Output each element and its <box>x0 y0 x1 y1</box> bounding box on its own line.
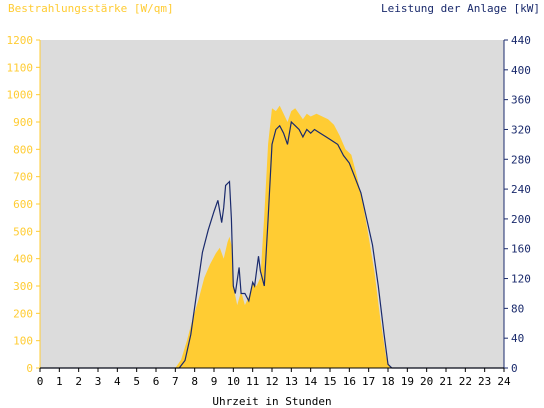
left-tick-label: 200 <box>13 307 33 320</box>
left-tick-label: 1000 <box>7 89 34 102</box>
right-tick-label: 400 <box>511 64 531 77</box>
x-tick-label: 2 <box>75 375 82 388</box>
x-tick-label: 15 <box>323 375 336 388</box>
x-tick-label: 3 <box>95 375 102 388</box>
x-tick-label: 9 <box>211 375 218 388</box>
x-tick-label: 5 <box>133 375 140 388</box>
left-tick-label: 400 <box>13 253 33 266</box>
left-tick-label: 600 <box>13 198 33 211</box>
x-tick-label: 19 <box>401 375 414 388</box>
x-tick-label: 22 <box>459 375 472 388</box>
x-tick-label: 17 <box>362 375 375 388</box>
x-tick-label: 18 <box>381 375 394 388</box>
x-tick-label: 6 <box>153 375 160 388</box>
left-tick-label: 800 <box>13 143 33 156</box>
x-tick-label: 8 <box>191 375 198 388</box>
left-tick-label: 300 <box>13 280 33 293</box>
power-line <box>40 120 504 369</box>
right-tick-label: 160 <box>511 243 531 256</box>
x-tick-label: 1 <box>56 375 63 388</box>
right-axis-ticks: 0 40 80 120 160 200 240 280 320 360 400 440 <box>504 34 531 375</box>
x-tick-label: 14 <box>304 375 318 388</box>
x-tick-label: 4 <box>114 375 121 388</box>
irradiance-area <box>40 105 504 368</box>
left-tick-label: 1200 <box>7 34 34 47</box>
x-tick-label: 24 <box>497 375 511 388</box>
right-tick-label: 280 <box>511 153 531 166</box>
x-tick-label: 11 <box>246 375 259 388</box>
x-tick-label: 20 <box>420 375 433 388</box>
right-tick-label: 0 <box>511 362 518 375</box>
left-tick-label: 0 <box>26 362 33 375</box>
x-tick-label: 0 <box>37 375 44 388</box>
right-tick-label: 360 <box>511 94 531 107</box>
left-tick-label: 900 <box>13 116 33 129</box>
right-tick-label: 40 <box>511 332 524 345</box>
x-tick-label: 21 <box>439 375 452 388</box>
x-tick-label: 23 <box>478 375 491 388</box>
x-tick-label: 12 <box>265 375 278 388</box>
left-tick-label: 500 <box>13 225 33 238</box>
right-tick-label: 440 <box>511 34 531 47</box>
left-tick-label: 700 <box>13 171 33 184</box>
left-tick-label: 100 <box>13 335 33 348</box>
right-tick-label: 320 <box>511 123 531 136</box>
x-tick-label: 10 <box>227 375 240 388</box>
x-tick-label: 16 <box>343 375 356 388</box>
left-axis-title: Bestrahlungsstärke [W/qm] <box>8 2 174 15</box>
left-axis-ticks: 0 100 200 300 400 500 600 700 800 900 1000 1100 1200 <box>7 34 40 375</box>
x-tick-label: 13 <box>285 375 298 388</box>
right-tick-label: 80 <box>511 302 524 315</box>
right-axis-title: Leistung der Anlage [kW] <box>381 2 540 15</box>
x-tick-label: 7 <box>172 375 179 388</box>
right-tick-label: 120 <box>511 273 531 286</box>
x-axis-title: Uhrzeit in Stunden <box>212 395 331 408</box>
left-tick-label: 1100 <box>7 61 34 74</box>
right-tick-label: 200 <box>511 213 531 226</box>
x-axis-ticks: 0 1 2 3 4 5 6 7 8 9 10 11 12 13 14 15 16 17 18 19 20 21 22 23 24 <box>37 368 511 388</box>
right-tick-label: 240 <box>511 183 531 196</box>
